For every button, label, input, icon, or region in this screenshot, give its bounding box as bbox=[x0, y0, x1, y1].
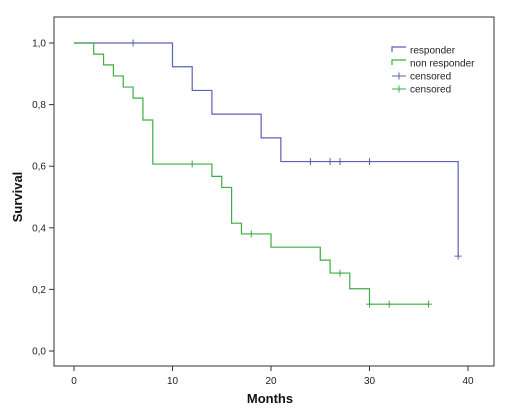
legend-censor-swatch bbox=[392, 85, 406, 93]
y-tick-label: 0,6 bbox=[32, 162, 46, 173]
axes: 0 10 20 30 40 0,0 0,2 0,4 0,6 0,8 1,0 bbox=[32, 39, 474, 388]
x-tick-label: 30 bbox=[364, 376, 376, 387]
legend-label: censored bbox=[410, 72, 451, 83]
censor-mark bbox=[129, 39, 137, 47]
legend-label: censored bbox=[410, 85, 451, 96]
y-tick-label: 0,4 bbox=[32, 223, 46, 234]
censor-mark bbox=[366, 300, 373, 308]
x-tick-label: 10 bbox=[167, 376, 179, 387]
censor-mark bbox=[188, 160, 196, 168]
legend-line-swatch bbox=[391, 46, 406, 52]
legend-item: responder bbox=[391, 46, 456, 57]
y-tick-label: 0,2 bbox=[32, 285, 46, 296]
censor-mark bbox=[366, 158, 373, 166]
legend-item: non responder bbox=[391, 59, 475, 70]
x-tick-label: 20 bbox=[265, 376, 277, 387]
x-axis-title: Months bbox=[247, 391, 293, 406]
y-tick-label: 0,8 bbox=[32, 100, 46, 111]
legend-item: censored bbox=[392, 85, 451, 96]
censor-mark bbox=[247, 230, 255, 238]
y-axis-title: Survival bbox=[10, 172, 25, 223]
series-layer bbox=[74, 39, 462, 308]
y-tick-label: 1,0 bbox=[32, 39, 46, 50]
legend-label: non responder bbox=[410, 59, 475, 70]
legend-line-swatch bbox=[391, 59, 406, 65]
censor-mark bbox=[326, 158, 334, 166]
legend-censor-swatch bbox=[392, 72, 406, 80]
censor-mark bbox=[385, 300, 393, 308]
x-tick-label: 0 bbox=[71, 376, 77, 387]
censor-mark bbox=[336, 269, 344, 277]
legend: responder non responder censored censored bbox=[391, 46, 475, 96]
censor-mark bbox=[306, 158, 314, 166]
survival-line-non-responder bbox=[74, 42, 429, 305]
legend-item: censored bbox=[392, 72, 451, 83]
survival-line-responder bbox=[74, 42, 459, 257]
y-tick-label: 0,0 bbox=[32, 347, 46, 358]
censor-mark bbox=[425, 300, 433, 308]
legend-label: responder bbox=[410, 46, 456, 57]
censor-mark bbox=[454, 252, 462, 260]
plot-frame bbox=[53, 16, 495, 367]
x-tick-label: 40 bbox=[462, 376, 474, 387]
censor-mark bbox=[336, 158, 344, 166]
